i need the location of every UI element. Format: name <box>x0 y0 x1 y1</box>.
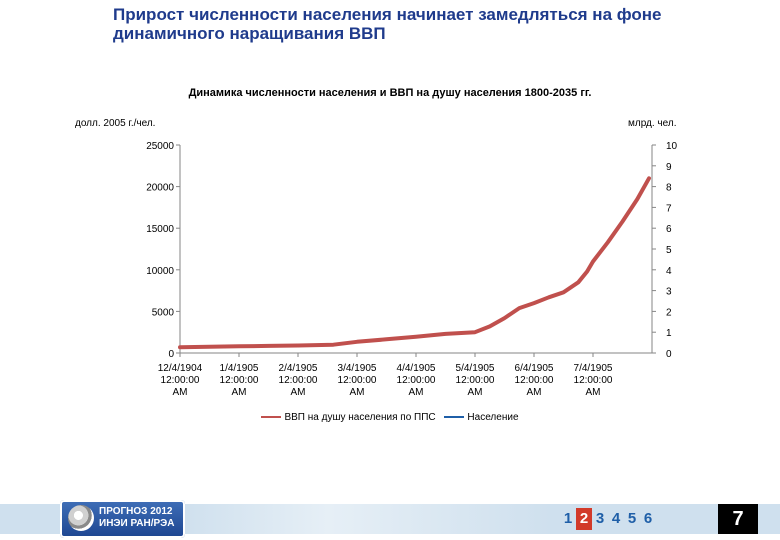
x-axis-tick-label: AM <box>350 387 365 398</box>
x-axis-tick-label: 3/4/1905 <box>338 363 377 374</box>
right-axis-unit: млрд. чел. <box>628 118 677 129</box>
page-link-6[interactable]: 6 <box>643 510 653 527</box>
right-axis-tick-label: 2 <box>666 307 672 318</box>
globe-icon <box>68 505 94 531</box>
right-axis-tick-label: 9 <box>666 162 672 173</box>
x-axis-tick-label: AM <box>232 387 247 398</box>
x-axis-tick-label: 12:00:00 <box>279 375 318 386</box>
page-link-3[interactable]: 3 <box>595 510 605 527</box>
legend-item-gdp: ВВП на душу населения по ППС <box>261 411 436 423</box>
x-axis-tick-label: AM <box>291 387 306 398</box>
logo-line-1: ПРОГНОЗ 2012 <box>99 506 173 517</box>
x-axis-tick-label: AM <box>409 387 424 398</box>
x-axis-tick-label: AM <box>468 387 483 398</box>
right-axis-tick-label: 7 <box>666 203 672 214</box>
page-link-2[interactable]: 2 <box>576 508 592 530</box>
legend-label-gdp: ВВП на душу населения по ППС <box>284 411 436 423</box>
right-axis-tick-label: 5 <box>666 245 672 256</box>
right-axis-tick-label: 0 <box>666 349 672 360</box>
series-line-0 <box>178 176 651 350</box>
x-axis-tick-label: 12:00:00 <box>515 375 554 386</box>
x-axis-tick-label: 2/4/1905 <box>279 363 318 374</box>
x-axis-tick-label: 12:00:00 <box>456 375 495 386</box>
slide-title-line-1: Прирост численности населения начинает з… <box>113 5 662 24</box>
x-axis-tick-label: 1/4/1905 <box>220 363 259 374</box>
slide-number: 7 <box>718 504 758 534</box>
right-axis-tick-label: 1 <box>666 328 672 339</box>
logo-text: ПРОГНОЗ 2012 ИНЭИ РАН/РЭА <box>99 506 175 530</box>
x-axis-tick-label: 12:00:00 <box>574 375 613 386</box>
x-axis-tick-label: AM <box>527 387 542 398</box>
page-link-5[interactable]: 5 <box>627 510 637 527</box>
x-axis-tick-label: 6/4/1905 <box>515 363 554 374</box>
left-axis-tick-label: 0 <box>168 349 174 360</box>
chart-legend: ВВП на душу населения по ППС Население <box>0 410 780 423</box>
page-navigation: 1 2 3 4 5 6 <box>560 508 656 530</box>
left-axis-tick-label: 5000 <box>152 307 175 318</box>
page-link-4[interactable]: 4 <box>611 510 621 527</box>
page-link-1[interactable]: 1 <box>563 510 573 527</box>
chart-title: Динамика численности населения и ВВП на … <box>188 87 592 99</box>
x-axis-tick-label: 12:00:00 <box>220 375 259 386</box>
legend-label-population: Население <box>467 411 519 423</box>
x-axis-tick-label: 12:00:00 <box>397 375 436 386</box>
x-axis-tick-label: AM <box>586 387 601 398</box>
right-axis-tick-label: 3 <box>666 287 672 298</box>
right-axis-tick-label: 4 <box>666 266 672 277</box>
left-axis-tick-label: 25000 <box>146 141 174 152</box>
footer-highlight <box>180 504 550 534</box>
slide-title: Прирост численности населения начинает з… <box>113 5 733 43</box>
x-axis-tick-label: 12:00:00 <box>338 375 377 386</box>
left-axis-tick-label: 20000 <box>146 183 174 194</box>
legend-item-population: Население <box>444 411 519 423</box>
left-axis-tick-label: 15000 <box>146 224 174 235</box>
legend-swatch-population <box>444 416 465 418</box>
left-axis-tick-label: 10000 <box>146 266 174 277</box>
x-axis-tick-label: AM <box>173 387 188 398</box>
right-axis-tick-label: 6 <box>666 224 672 235</box>
x-axis-tick-label: 12:00:00 <box>161 375 200 386</box>
slide-title-line-2: динамичного наращивания ВВП <box>113 24 386 43</box>
left-axis-unit: долл. 2005 г./чел. <box>75 118 156 129</box>
x-axis-tick-label: 5/4/1905 <box>456 363 495 374</box>
x-axis-tick-label: 12/4/1904 <box>158 363 203 374</box>
right-axis-tick-label: 8 <box>666 183 672 194</box>
x-axis-tick-label: 4/4/1905 <box>397 363 436 374</box>
right-axis-tick-label: 10 <box>666 141 678 152</box>
logo-line-2: ИНЭИ РАН/РЭА <box>99 518 175 529</box>
chart-canvas: 0 5000 10000 15000 20000 25000 0 1 2 3 4 5 6 7 8 9 10 12/… <box>146 141 678 398</box>
x-axis-tick-label: 7/4/1905 <box>574 363 613 374</box>
legend-swatch-gdp <box>261 416 282 418</box>
